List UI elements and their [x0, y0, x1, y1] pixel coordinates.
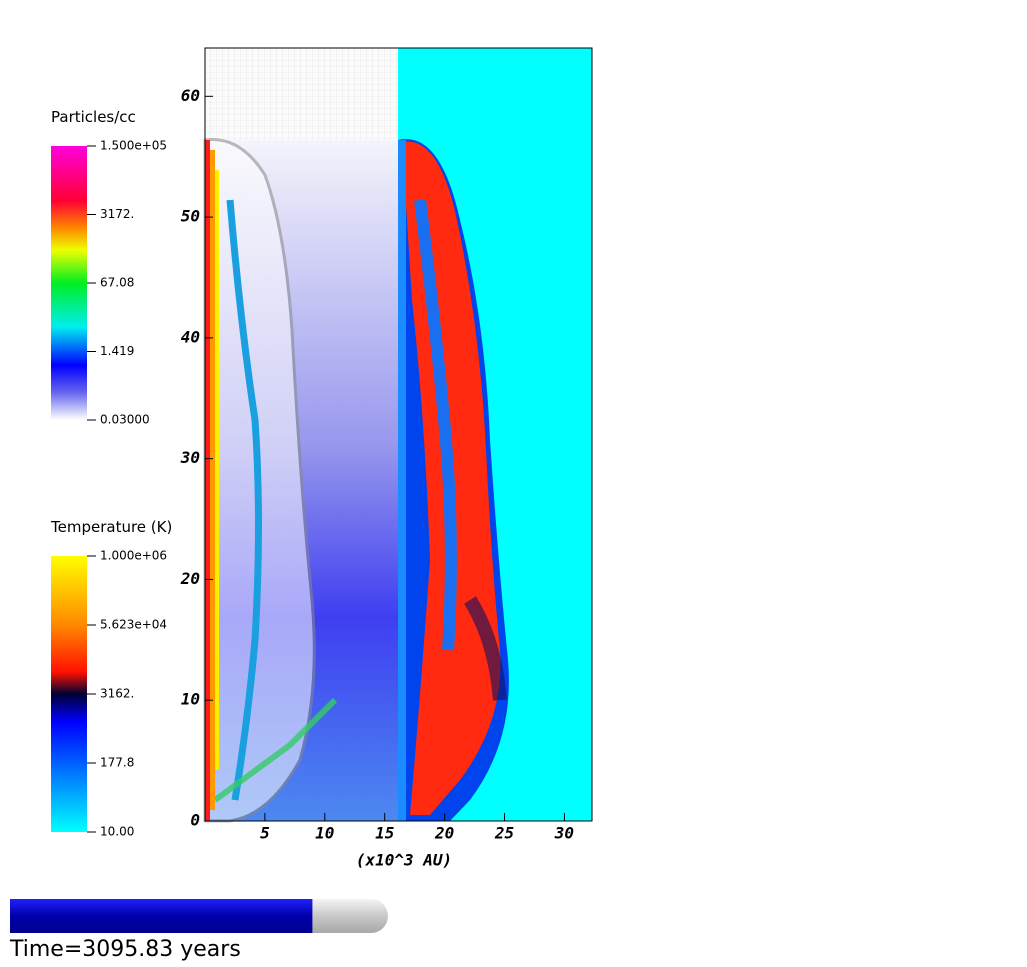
y-tick-label: 50: [181, 207, 200, 226]
x-tick-label: 25: [494, 824, 514, 843]
time-label: Time=3095.83 years: [9, 937, 241, 962]
colorbar-label: 177.8: [100, 756, 134, 770]
y-tick-label: 20: [180, 569, 200, 588]
y-tick-label: 30: [180, 448, 200, 467]
colorbar-label: 67.08: [100, 276, 134, 290]
density-field: [203, 48, 398, 823]
x-tick-label: 10: [315, 824, 334, 843]
x-tick-label: 5: [260, 824, 270, 843]
colorbar: [51, 146, 87, 420]
y-tick-label: 10: [181, 690, 200, 709]
colorbar-title: Temperature (K): [50, 518, 172, 536]
y-tick-label: 60: [181, 86, 200, 105]
x-tick-label: 15: [375, 824, 394, 843]
colorbar-label: 5.623e+04: [100, 618, 167, 632]
colorbar-label: 0.03000: [100, 413, 150, 427]
colorbar-title: Particles/cc: [51, 108, 136, 126]
y-tick-label: 0: [190, 811, 200, 830]
temperature-field: [398, 48, 592, 821]
colorbar-labels: 1.500e+05 3172. 67.08 1.419 0.03000 1.000e+06…: [87, 139, 167, 839]
x-axis-label: (x10^3 AU): [356, 851, 452, 870]
colorbar-label: 1.000e+06: [100, 549, 167, 563]
y-tick-label: 40: [181, 327, 200, 346]
colorbar-label: 1.419: [100, 344, 134, 358]
plot-frame: [204, 47, 593, 822]
colorbar-label: 1.500e+05: [100, 139, 167, 153]
x-tick-label: 20: [434, 824, 454, 843]
colorbar-label: 3172.: [100, 207, 134, 221]
x-tick-label: 30: [554, 824, 574, 843]
colorbar: [51, 556, 87, 832]
axes: 0 10 20 30 40 50 60 5 10 15 20 25 30: [180, 86, 574, 843]
progress-fill: [10, 899, 313, 933]
colorbar-label: 3162.: [100, 687, 134, 701]
colorbar-label: 10.00: [100, 825, 134, 839]
